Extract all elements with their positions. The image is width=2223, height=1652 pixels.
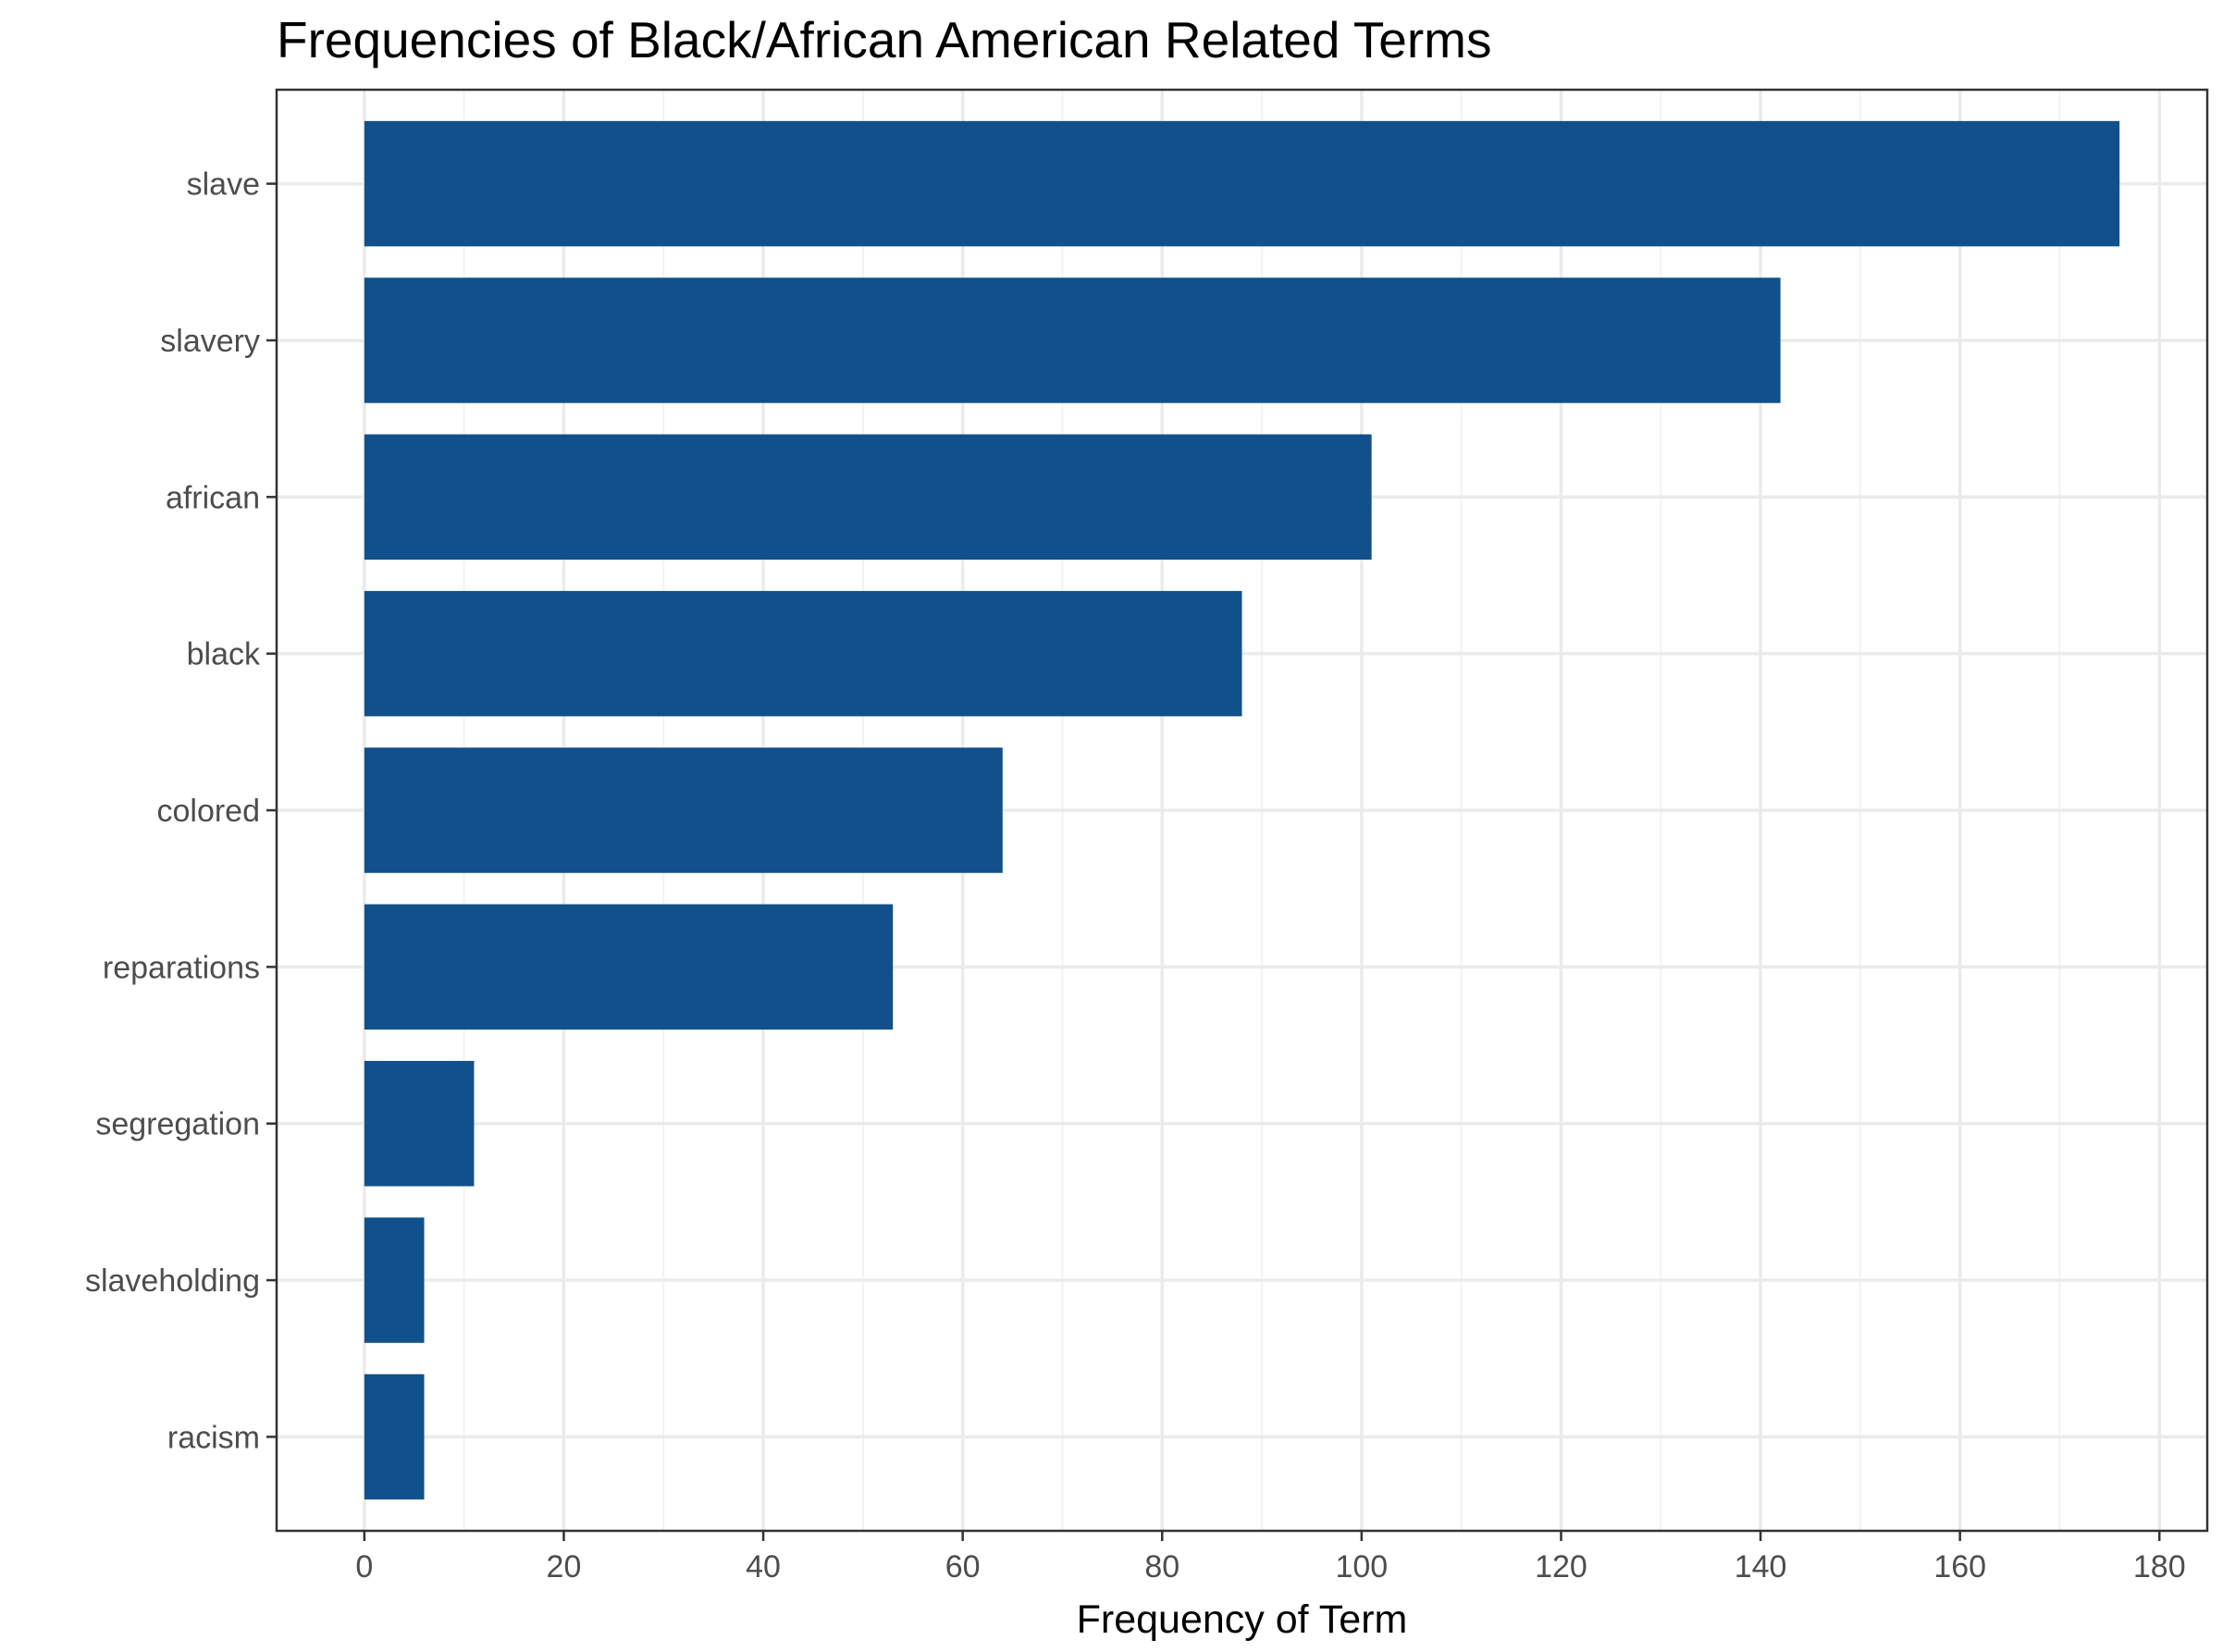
x-tick-label-20: 20 [547,1549,582,1584]
y-axis: slave slavery african black colored reparatio… [85,167,277,1455]
bar-slave [364,120,2120,247]
y-tick-label-slave: slave [187,167,260,203]
x-tick-label-100: 100 [1335,1549,1388,1584]
y-tick-label-slavery: slavery [160,324,260,359]
x-tick-label-120: 120 [1535,1549,1587,1584]
chart-title: Frequencies of Black/African American Re… [277,11,1491,68]
bars [364,120,2120,1500]
y-tick-label-black: black [187,637,261,672]
x-tick-label-160: 160 [1933,1549,1986,1584]
y-tick-label-segregation: segregation [95,1107,260,1142]
bar-reparations [364,904,894,1030]
x-axis: 0 20 40 60 80 100 120 140 160 180 [355,1531,2186,1584]
y-tick-label-african: african [166,480,260,515]
y-tick-label-colored: colored [156,794,260,829]
bar-slavery [364,277,1781,403]
x-tick-label-80: 80 [1144,1549,1179,1584]
x-tick-label-0: 0 [355,1549,373,1584]
bar-colored [364,747,1003,873]
bar-african [364,434,1372,561]
bar-slaveholding [364,1217,425,1343]
y-tick-label-racism: racism [167,1420,260,1455]
bar-black [364,590,1242,717]
y-tick-label-reparations: reparations [103,950,260,985]
x-tick-label-140: 140 [1735,1549,1787,1584]
bar-racism [364,1374,425,1500]
bar-segregation [364,1060,475,1187]
y-tick-label-slaveholding: slaveholding [85,1264,260,1299]
x-tick-label-40: 40 [746,1549,781,1584]
x-axis-title: Frequency of Term [1077,1597,1408,1642]
x-tick-label-180: 180 [2133,1549,2186,1584]
x-tick-label-60: 60 [945,1549,981,1584]
